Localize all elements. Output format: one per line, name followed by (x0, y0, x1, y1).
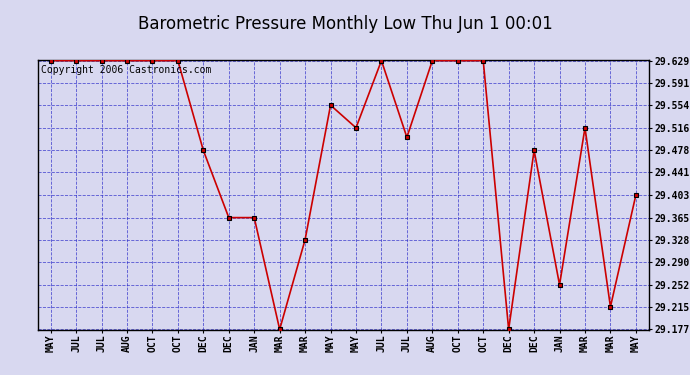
Text: Copyright 2006 Castronics.com: Copyright 2006 Castronics.com (41, 65, 211, 75)
Text: Barometric Pressure Monthly Low Thu Jun 1 00:01: Barometric Pressure Monthly Low Thu Jun … (137, 15, 553, 33)
